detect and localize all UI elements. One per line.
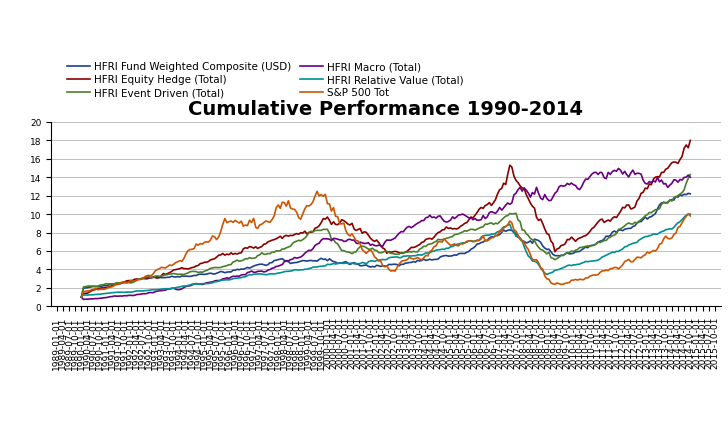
- Line: HFRI Relative Value (Total): HFRI Relative Value (Total): [82, 215, 690, 297]
- Title: Cumulative Performance 1990-2014: Cumulative Performance 1990-2014: [189, 99, 583, 118]
- Legend: HFRI Fund Weighted Composite (USD), HFRI Equity Hedge (Total), HFRI Event Driven: HFRI Fund Weighted Composite (USD), HFRI…: [63, 58, 467, 102]
- Line: HFRI Macro (Total): HFRI Macro (Total): [82, 169, 690, 300]
- Line: HFRI Event Driven (Total): HFRI Event Driven (Total): [82, 175, 690, 297]
- Line: S&P 500 Tot: S&P 500 Tot: [82, 192, 690, 297]
- Line: HFRI Fund Weighted Composite (USD): HFRI Fund Weighted Composite (USD): [82, 194, 690, 297]
- Line: HFRI Equity Hedge (Total): HFRI Equity Hedge (Total): [82, 141, 690, 297]
